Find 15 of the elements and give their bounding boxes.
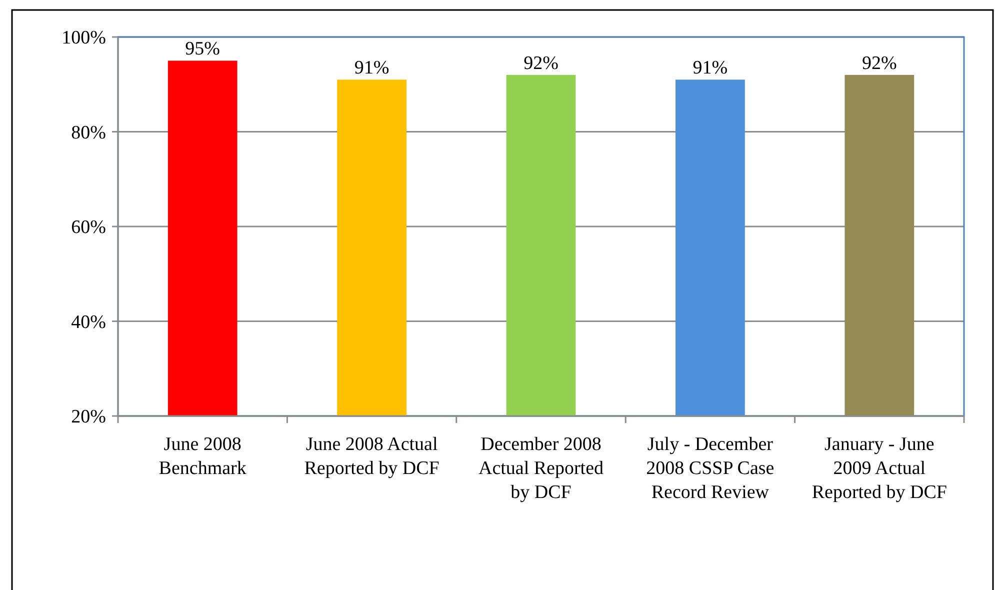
y-tick-label: 100% — [62, 28, 106, 49]
x-tick-label: June 2008 Actual Reported by DCF — [304, 434, 440, 479]
data-label: 92% — [524, 52, 559, 74]
x-tick-label: June 2008 Benchmark — [158, 434, 247, 479]
x-tick-label: January - June 2009 Actual Reported by DCF — [812, 434, 947, 503]
data-label: 91% — [354, 58, 390, 79]
x-tick-label: December 2008 Actual Reported by DCF — [478, 434, 604, 503]
data-label: 95% — [185, 38, 220, 60]
y-tick-label: 80% — [71, 122, 106, 144]
data-label: 92% — [862, 52, 897, 74]
data-label: 91% — [692, 58, 728, 79]
y-tick-label: 60% — [71, 217, 106, 238]
y-tick-label: 40% — [71, 312, 106, 333]
x-tick-label: July - December 2008 CSSP Case Record Review — [646, 434, 774, 503]
y-tick-label: 20% — [71, 406, 106, 428]
